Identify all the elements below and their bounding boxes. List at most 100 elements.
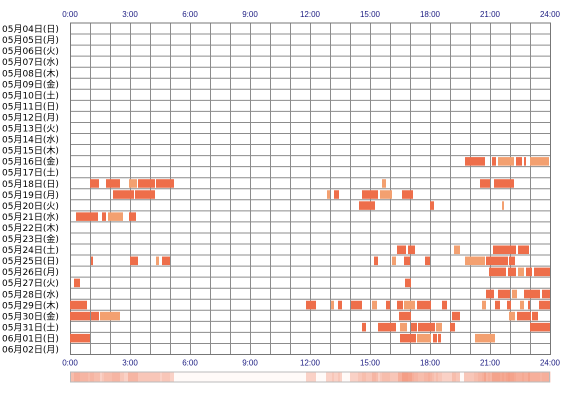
day-label: 05月10日(土) — [2, 89, 59, 101]
day-label: 05月15日(木) — [2, 145, 59, 157]
density-bin — [292, 371, 295, 383]
activity-segment — [465, 157, 485, 166]
density-bin — [310, 371, 313, 383]
density-bin — [148, 371, 151, 383]
density-bin — [374, 371, 377, 383]
density-bin — [170, 371, 173, 383]
density-bin — [326, 371, 329, 383]
density-bin — [360, 371, 363, 383]
density-bin — [102, 371, 105, 383]
density-bin — [522, 371, 525, 383]
day-labels: 05月04日(日)05月05日(月)05月06日(火)05月07日(水)05月0… — [2, 24, 59, 355]
density-bin — [230, 371, 233, 383]
density-bin — [414, 371, 417, 383]
activity-segment — [408, 245, 415, 255]
activity-segment — [507, 300, 511, 310]
activity-segment — [397, 300, 403, 310]
density-bin — [140, 371, 143, 383]
activity-segment — [433, 333, 437, 343]
density-bin — [498, 371, 501, 383]
activity-segment — [518, 267, 524, 277]
density-bin — [412, 371, 415, 383]
activity-segment — [386, 300, 390, 310]
density-bin — [226, 371, 229, 383]
density-bin — [338, 371, 341, 383]
density-bin — [402, 371, 405, 383]
density-bin — [70, 371, 73, 383]
density-bin — [196, 371, 199, 383]
density-bin — [354, 371, 357, 383]
bottom-tick-label: 0:00 — [62, 359, 78, 368]
activity-segment — [482, 300, 486, 310]
density-bin — [516, 371, 519, 383]
activity-segment — [404, 256, 410, 266]
day-label: 05月26日(月) — [2, 267, 59, 278]
density-bin — [352, 371, 355, 383]
density-bin — [428, 371, 431, 383]
density-bin — [446, 371, 449, 383]
activity-segment — [524, 157, 526, 166]
density-bin — [284, 371, 287, 383]
grid — [70, 22, 551, 355]
density-bin — [500, 371, 503, 383]
density-bin — [416, 371, 419, 383]
density-bin — [476, 371, 479, 383]
day-label: 05月08日(木) — [2, 67, 59, 79]
density-bin — [546, 371, 549, 383]
density-bin — [442, 371, 445, 383]
density-bin — [526, 371, 529, 383]
activity-segment — [359, 201, 375, 210]
density-bin — [234, 371, 237, 383]
density-bin — [144, 371, 147, 383]
day-label: 05月25日(日) — [2, 256, 59, 267]
density-bin — [528, 371, 531, 383]
activity-segment — [397, 245, 406, 255]
density-bin — [134, 371, 137, 383]
density-bin — [464, 371, 467, 383]
day-label: 05月11日(日) — [2, 101, 59, 112]
density-bin — [346, 371, 349, 383]
density-bin — [458, 371, 461, 383]
activity-segment — [489, 267, 506, 277]
activity-segment — [362, 190, 378, 199]
density-bin — [436, 371, 439, 383]
density-bin — [448, 371, 451, 383]
density-bin — [358, 371, 361, 383]
activity-segment — [532, 311, 538, 321]
activity-segment — [465, 256, 485, 266]
density-bin — [268, 371, 271, 383]
density-bin — [490, 371, 493, 383]
density-bin — [342, 371, 345, 383]
activity-segment — [509, 256, 515, 266]
day-label: 05月14日(水) — [2, 134, 59, 146]
day-label: 05月17日(土) — [2, 167, 59, 179]
bottom-tick-label: 21:00 — [480, 359, 501, 368]
density-bin — [76, 371, 79, 383]
density-bin — [390, 371, 393, 383]
activity-segment — [334, 190, 339, 199]
density-bin — [96, 371, 99, 383]
density-bin — [306, 371, 309, 383]
density-bin — [328, 371, 331, 383]
density-bin — [78, 371, 81, 383]
density-bin — [276, 371, 279, 383]
density-bin — [344, 371, 347, 383]
density-bin — [86, 371, 89, 383]
density-bin — [94, 371, 97, 383]
activity-segment — [70, 311, 90, 321]
day-label: 05月21日(水) — [2, 211, 59, 223]
activity-segment — [351, 300, 362, 310]
activity-segment — [374, 256, 378, 266]
density-bin — [132, 371, 135, 383]
density-bin — [130, 371, 133, 383]
density-bin — [174, 371, 177, 383]
activity-segment — [452, 311, 460, 321]
density-bin — [296, 371, 299, 383]
density-bin — [120, 371, 123, 383]
density-bin — [270, 371, 273, 383]
density-bin — [256, 371, 259, 383]
density-bin — [480, 371, 483, 383]
density-bin — [138, 371, 141, 383]
day-label: 05月06日(火) — [2, 46, 59, 57]
density-bin — [366, 371, 369, 383]
